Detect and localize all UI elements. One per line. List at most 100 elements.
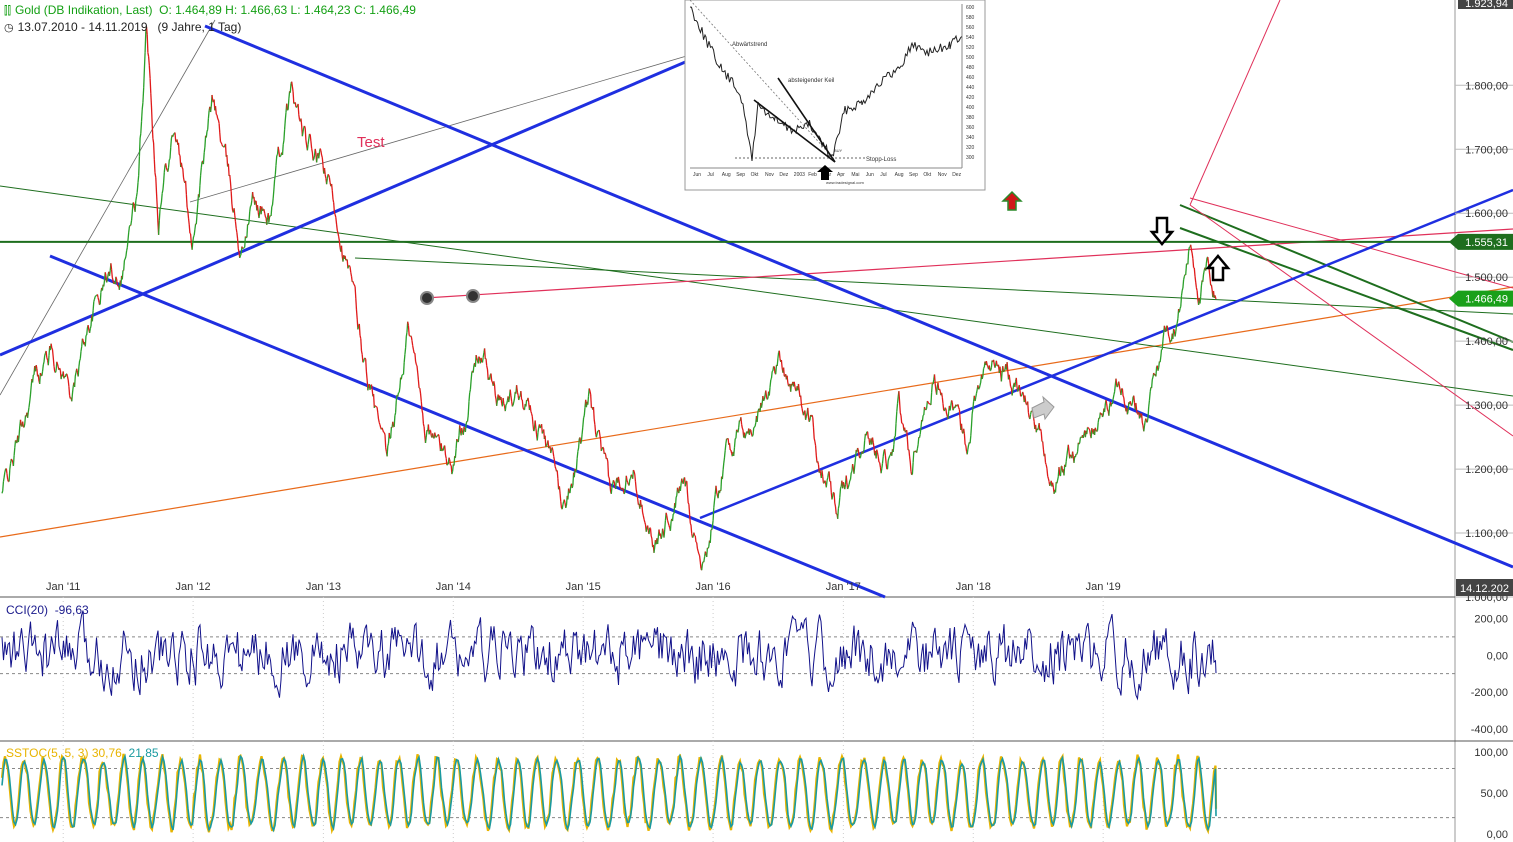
price-segment xyxy=(81,338,84,341)
price-segment xyxy=(600,448,603,452)
price-segment xyxy=(67,379,70,387)
price-segment xyxy=(273,174,276,180)
price-segment xyxy=(839,488,842,498)
price-segment xyxy=(28,400,31,408)
price-segment xyxy=(599,435,602,440)
price-segment xyxy=(1115,378,1118,386)
price-segment xyxy=(945,408,948,415)
price-segment xyxy=(510,395,513,402)
stoch-d-line xyxy=(1,752,1217,833)
price-segment xyxy=(1105,399,1108,405)
price-segment xyxy=(1069,454,1072,457)
price-segment xyxy=(21,421,25,427)
cci-panel: 200,00 0,00 -200,00 -400,00 xyxy=(0,610,1508,736)
inset-y-tick: 380 xyxy=(966,115,975,121)
price-segment xyxy=(1042,441,1045,450)
price-segment xyxy=(128,226,131,233)
price-segment xyxy=(927,401,930,404)
price-segment xyxy=(876,452,879,457)
price-segment xyxy=(1066,449,1069,456)
price-segment xyxy=(1172,328,1176,332)
price-segment xyxy=(668,525,671,528)
trend-lines xyxy=(0,0,1513,599)
price-segment xyxy=(879,462,882,468)
price-segment xyxy=(666,520,669,524)
price-segment xyxy=(195,214,198,225)
price-segment xyxy=(270,206,273,217)
price-segment xyxy=(227,163,230,177)
price-segment xyxy=(1088,428,1091,431)
price-segment xyxy=(627,482,630,485)
price-segment xyxy=(694,534,696,537)
price-segment xyxy=(853,464,856,474)
price-segment xyxy=(642,515,645,520)
price-segment xyxy=(296,105,298,108)
price-segment xyxy=(958,409,961,420)
price-segment xyxy=(520,391,523,400)
price-segment xyxy=(291,81,294,87)
price-segment xyxy=(958,407,960,410)
price-segment xyxy=(312,158,315,161)
price-segment xyxy=(513,398,516,403)
price-segment xyxy=(376,407,379,413)
price-segment xyxy=(282,140,285,145)
price-segment xyxy=(1009,380,1012,387)
price-segment xyxy=(812,417,815,428)
price-segment xyxy=(321,157,324,166)
price-segment xyxy=(707,546,710,549)
price-segment xyxy=(589,390,592,395)
price-segment xyxy=(150,93,153,108)
price-segment xyxy=(664,520,667,530)
price-segment xyxy=(379,424,382,429)
price-segment xyxy=(377,418,380,423)
price-segment xyxy=(417,379,420,389)
price-segment xyxy=(11,459,14,463)
price-segment xyxy=(911,462,914,475)
price-segment xyxy=(250,200,253,206)
price-segment xyxy=(1118,381,1121,388)
price-segment xyxy=(612,480,615,483)
price-segment xyxy=(516,391,519,396)
price-segment xyxy=(815,455,818,463)
price-segment xyxy=(89,325,92,329)
price-segment xyxy=(12,455,15,467)
inset-x-tick: Feb xyxy=(808,172,817,178)
price-segment xyxy=(147,52,150,57)
price-segment xyxy=(1076,451,1079,455)
price-segment xyxy=(1018,384,1021,390)
price-segment xyxy=(476,357,479,361)
price-segment xyxy=(782,367,785,377)
price-segment xyxy=(1118,386,1121,391)
price-segment xyxy=(686,493,689,503)
price-segment xyxy=(1079,437,1082,444)
price-segment xyxy=(76,368,79,374)
price-segment xyxy=(375,405,377,408)
price-segment xyxy=(906,430,909,440)
price-segment xyxy=(1082,433,1085,439)
cci-tick-label: 200,00 xyxy=(1474,613,1508,625)
price-segment xyxy=(71,386,74,394)
price-segment xyxy=(675,495,678,498)
price-segment xyxy=(405,332,408,337)
price-segment xyxy=(1123,397,1126,404)
price-segment xyxy=(1008,374,1011,381)
price-segment xyxy=(1161,339,1164,350)
inset-x-tick: Aug xyxy=(895,172,904,178)
price-segment xyxy=(646,525,649,531)
stoch-tick-label: 0,00 xyxy=(1487,829,1508,841)
green-trend-line-long xyxy=(0,185,1513,397)
price-segment xyxy=(547,440,550,449)
price-segment xyxy=(978,387,980,390)
blue-line-down-a xyxy=(49,254,886,599)
price-segment xyxy=(194,223,197,230)
price-segment xyxy=(46,357,49,361)
price-segment xyxy=(5,468,8,474)
price-segment xyxy=(1202,269,1205,275)
price-segment xyxy=(27,407,30,413)
inset-y-tick: 320 xyxy=(966,145,975,151)
price-segment xyxy=(160,202,163,207)
price-segment xyxy=(944,407,947,410)
price-segment xyxy=(209,106,212,113)
price-segment xyxy=(1158,361,1161,368)
price-segment xyxy=(273,179,276,190)
